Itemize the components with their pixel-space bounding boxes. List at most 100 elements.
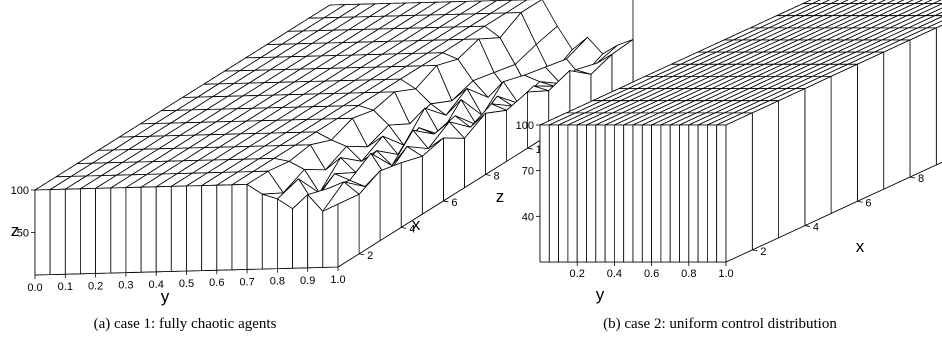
side-skirt-cell — [751, 100, 779, 251]
chart-b: 0.20.40.60.81.024681012144070100yxz(b) c… — [496, 0, 942, 332]
y-tick-label: 1.0 — [718, 268, 733, 280]
x-tick-mark — [804, 225, 810, 227]
y-tick-label: 0.8 — [270, 276, 285, 288]
skirt-cell — [604, 124, 615, 263]
y-tick-label: 0.6 — [209, 277, 224, 289]
skirt-cell — [641, 124, 652, 263]
skirt-cell — [716, 124, 727, 263]
skirt-cell — [322, 203, 339, 268]
skirt-cell — [277, 198, 293, 269]
skirt-cell — [49, 188, 66, 275]
y-tick-label: 0.2 — [88, 280, 103, 292]
surface-front-skirt — [34, 39, 634, 276]
y-axis-ticks: 0.2 0.4 0.6 0.8 1.0 — [570, 262, 734, 280]
side-skirt-cell — [443, 137, 465, 202]
y-tick-label: 0.0 — [27, 282, 42, 294]
z-tick-label: 50 — [17, 228, 29, 240]
figure-caption: (a) case 1: fully chaotic agents — [94, 316, 277, 332]
x-tick-label: 4 — [813, 222, 819, 234]
y-tick-label: 0.6 — [644, 268, 659, 280]
skirt-cell — [261, 193, 278, 270]
figure-caption: (b) case 2: uniform control distribution — [603, 316, 837, 332]
y-tick-label: 1.0 — [330, 274, 345, 286]
skirt-cell — [64, 188, 81, 275]
x-tick-label: 4 — [409, 223, 415, 235]
z-tick-label: 70 — [522, 166, 534, 178]
z-tick-label: 100 — [516, 120, 534, 132]
x-tick-mark — [857, 200, 863, 203]
skirt-cell — [614, 124, 625, 263]
y-axis-ticks: 0.0 0.1 0.2 0.3 0.4 0.5 0.6 0.7 0.8 0.9 1.0 — [27, 267, 346, 294]
skirt-cell — [576, 124, 587, 263]
x-tick-mark — [401, 226, 407, 229]
x-tick-mark — [909, 176, 916, 179]
skirt-cell — [595, 124, 606, 263]
z-tick-label: 40 — [522, 211, 534, 223]
chart-a: 0.00.10.20.30.40.50.60.70.80.91.02468101… — [11, 0, 634, 332]
skirt-cell — [231, 184, 248, 271]
x-tick-mark — [358, 253, 365, 256]
skirt-cell — [155, 186, 172, 273]
z-axis-title: z — [11, 221, 20, 240]
x-axis-ticks: 2468101214 — [752, 173, 924, 258]
y-axis-title: y — [161, 287, 170, 306]
skirt-cell — [548, 124, 559, 263]
x-tick-label: 2 — [760, 246, 766, 258]
skirt-cell — [80, 188, 96, 275]
side-skirt-cell — [804, 76, 832, 226]
x-tick-label: 6 — [865, 197, 871, 209]
skirt-cell — [216, 184, 233, 271]
y-tick-label: 0.4 — [607, 268, 622, 280]
x-tick-mark — [752, 249, 758, 252]
z-axis-title: z — [496, 187, 505, 206]
y-tick-label: 0.2 — [570, 268, 585, 280]
surface-mesh — [539, 0, 942, 126]
side-skirt-cell — [909, 27, 937, 178]
x-tick-mark — [527, 147, 533, 150]
skirt-cell — [707, 124, 718, 263]
skirt-cell — [539, 124, 550, 263]
skirt-cell — [623, 124, 634, 263]
skirt-cell — [34, 189, 51, 276]
side-skirt-cell — [883, 39, 911, 190]
skirt-cell — [632, 124, 643, 263]
x-axis-title: x — [412, 215, 421, 234]
y-tick-label: 0.3 — [118, 280, 133, 292]
side-skirt-cell — [830, 63, 858, 214]
y-tick-label: 0.9 — [300, 275, 315, 287]
skirt-cell — [186, 185, 203, 272]
skirt-cell — [246, 184, 263, 270]
y-tick-label: 0.7 — [239, 276, 254, 288]
skirt-cell — [586, 124, 597, 263]
skirt-cell — [651, 124, 662, 263]
z-tick-label: 100 — [11, 185, 29, 197]
skirt-cell — [688, 124, 699, 263]
y-tick-label: 0.5 — [179, 278, 194, 290]
side-skirt-cell — [778, 88, 806, 239]
skirt-cell — [201, 184, 218, 271]
x-tick-label: 8 — [918, 173, 924, 185]
skirt-cell — [125, 186, 142, 273]
side-skirt-cell — [857, 51, 885, 202]
y-axis-title: y — [596, 285, 605, 304]
y-tick-label: 0.8 — [681, 268, 696, 280]
x-axis-title: x — [856, 237, 865, 256]
side-skirt-cell — [935, 24, 942, 166]
skirt-cell — [95, 187, 112, 274]
z-axis-ticks: 50 100 — [11, 185, 35, 240]
surface-mesh — [34, 0, 634, 212]
skirt-cell — [660, 124, 671, 263]
side-skirt-cell — [725, 112, 753, 263]
x-tick-label: 6 — [451, 197, 457, 209]
y-tick-label: 0.1 — [58, 281, 73, 293]
z-axis-ticks: 40 70 100 — [516, 120, 540, 223]
side-skirt-cell — [379, 162, 402, 241]
skirt-cell — [679, 124, 690, 263]
side-skirt-cell — [337, 193, 360, 268]
x-tick-mark — [443, 200, 449, 203]
skirt-cell — [558, 124, 569, 263]
skirt-cell — [697, 124, 708, 263]
skirt-cell — [669, 124, 680, 263]
x-tick-mark — [485, 174, 491, 176]
